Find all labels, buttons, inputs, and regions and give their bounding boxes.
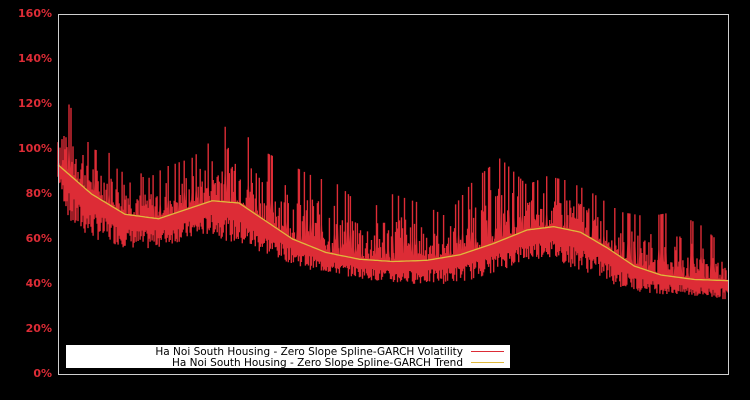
trend-series <box>57 164 728 282</box>
legend-label-volatility: Ha Noi South Housing - Zero Slope Spline… <box>155 345 463 358</box>
legend-swatch-trend <box>471 362 504 363</box>
y-tick-label: 60% <box>25 232 52 245</box>
legend-label-trend: Ha Noi South Housing - Zero Slope Spline… <box>171 356 463 369</box>
legend-item-trend: Ha Noi South Housing - Zero Slope Spline… <box>171 356 510 369</box>
y-tick-label: 0% <box>33 367 52 380</box>
y-tick-label: 100% <box>18 142 52 155</box>
plot-frame <box>58 14 729 375</box>
y-tick-label: 140% <box>18 52 52 65</box>
legend-swatch-volatility <box>471 351 504 352</box>
y-tick-label: 20% <box>25 322 52 335</box>
y-tick-label: 80% <box>25 187 52 200</box>
y-tick-label: 160% <box>18 7 52 20</box>
legend-item-volatility: Ha Noi South Housing - Zero Slope Spline… <box>155 345 510 358</box>
y-tick-label: 40% <box>25 277 52 290</box>
y-tick-label: 120% <box>18 97 52 110</box>
legend: Ha Noi South Housing - Zero Slope Spline… <box>66 345 510 369</box>
